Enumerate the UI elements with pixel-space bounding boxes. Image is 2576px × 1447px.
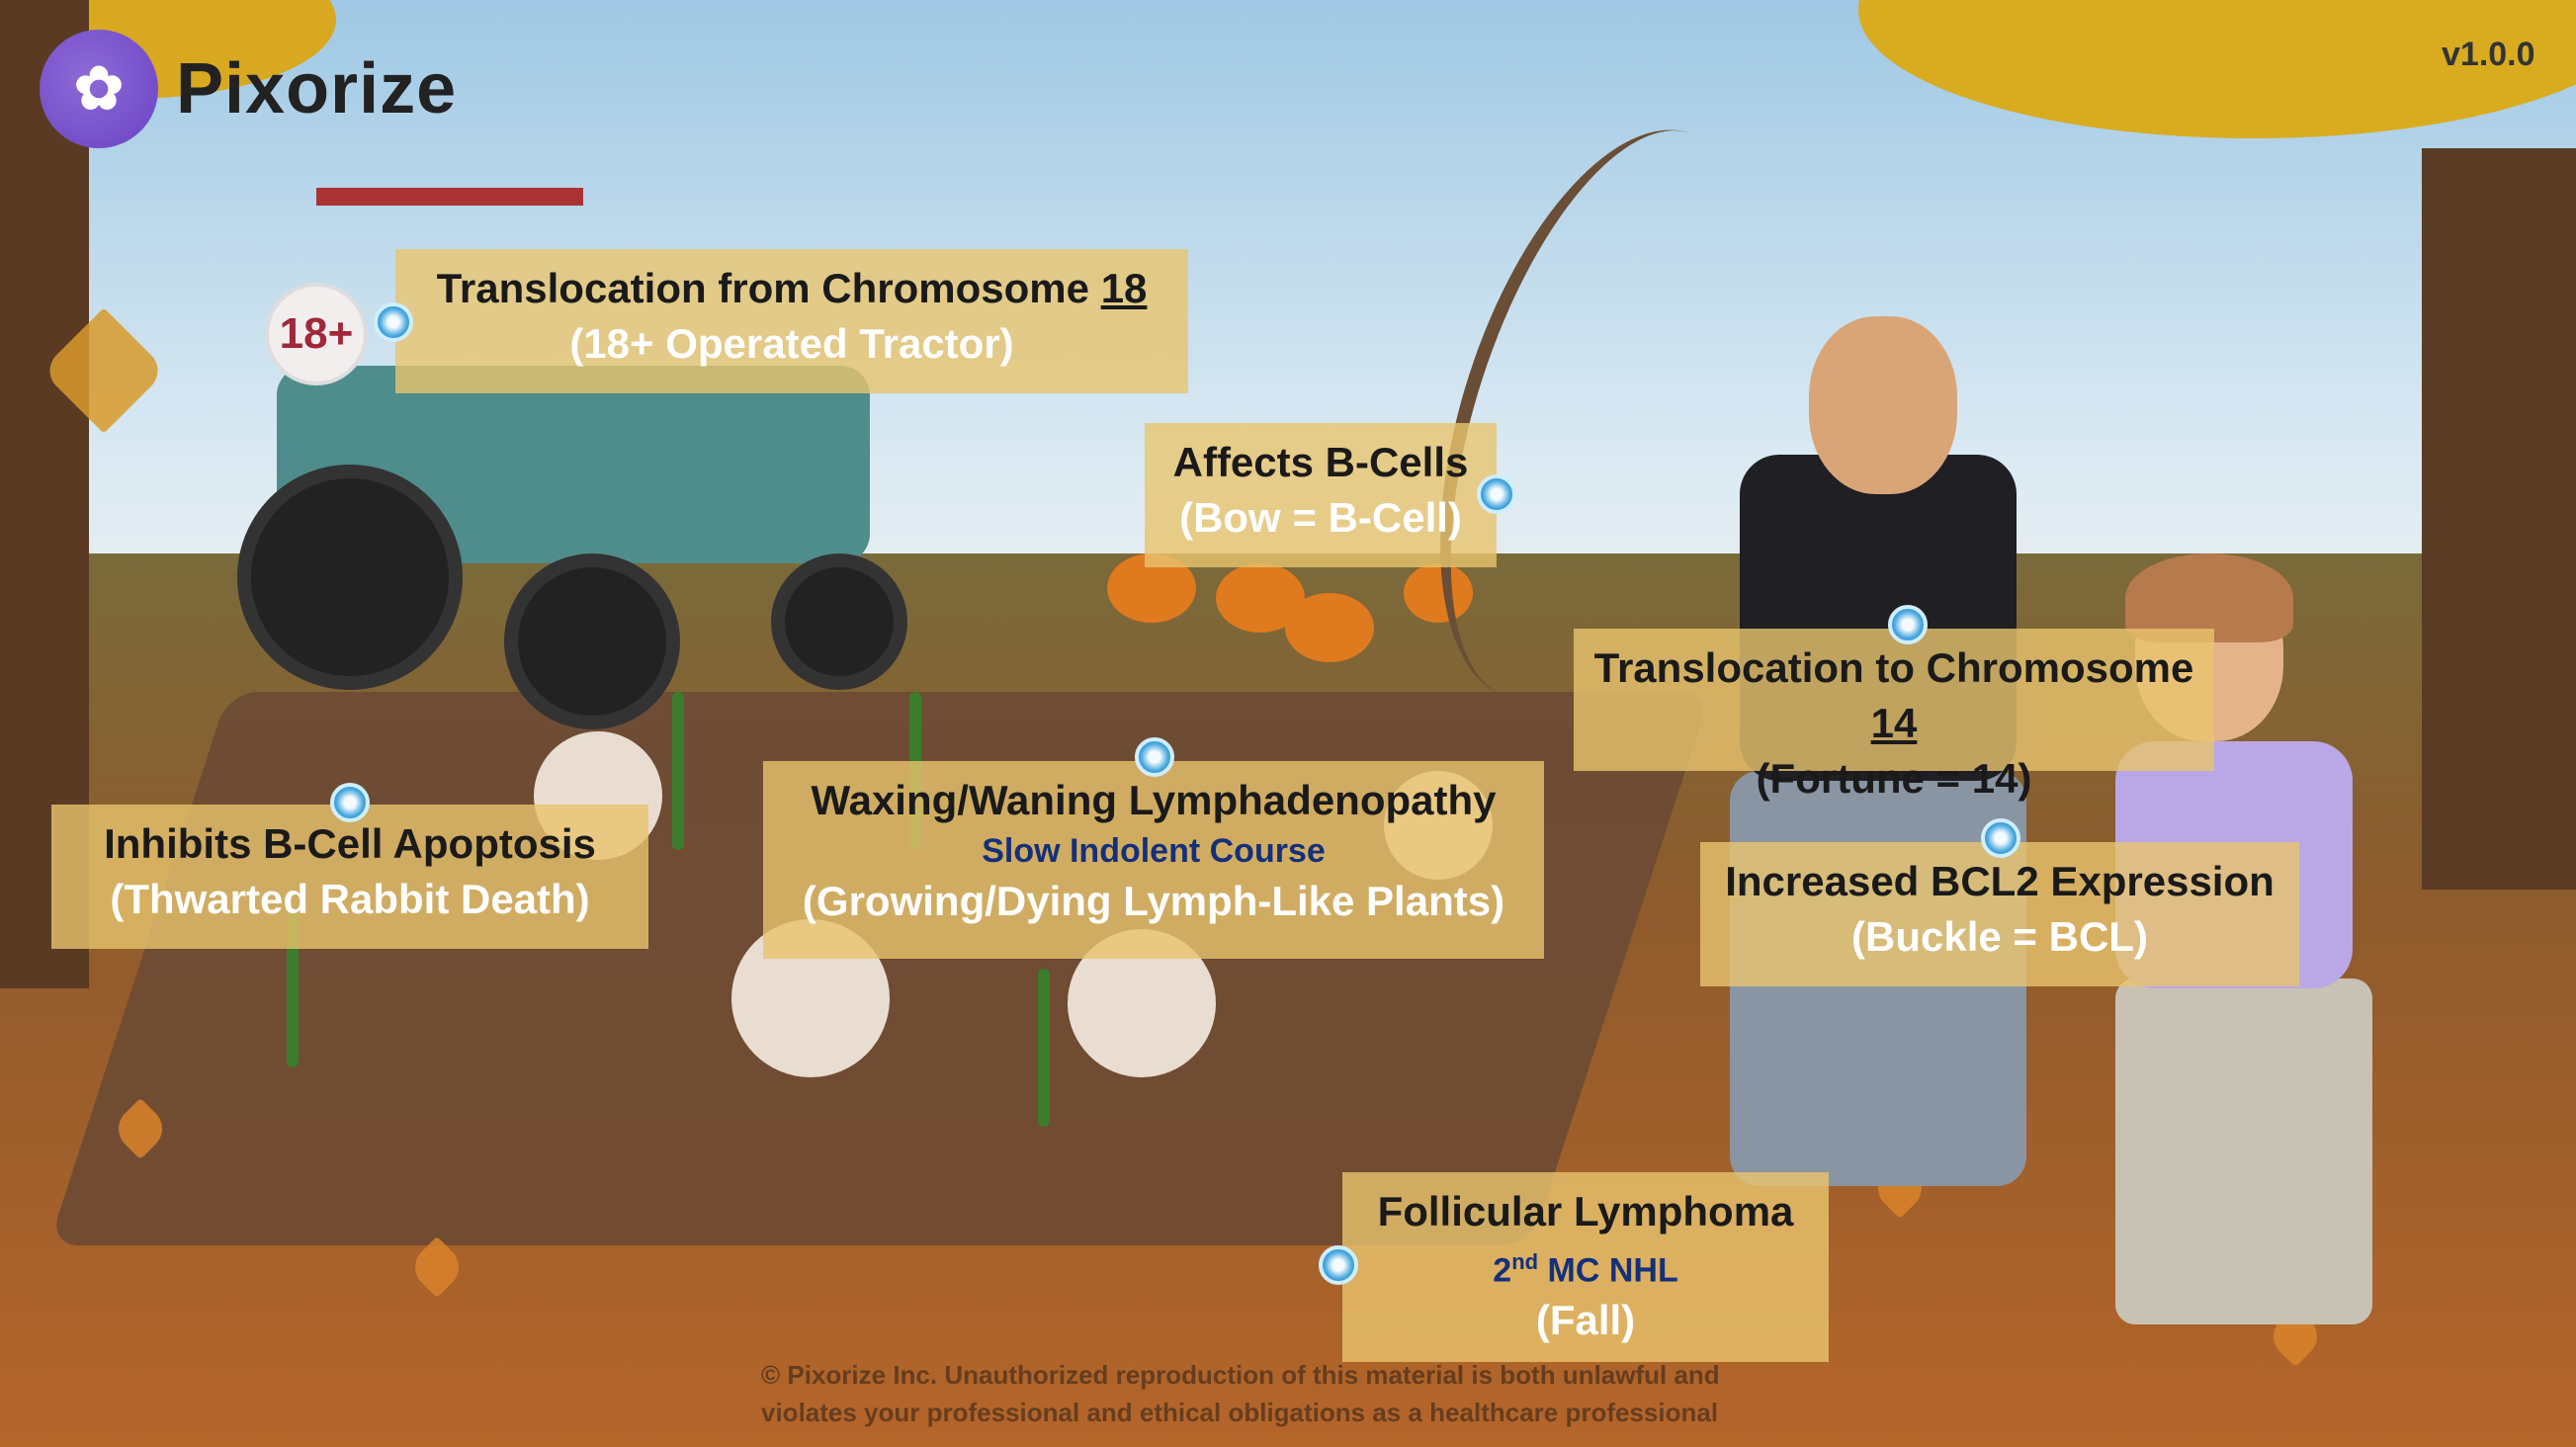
hotspot-bcl2[interactable] [1981, 818, 2020, 858]
hotspot-translocation-14[interactable] [1888, 605, 1928, 644]
hotspot-follicular-lymphoma[interactable] [1319, 1245, 1358, 1285]
boy-hair [2125, 553, 2293, 642]
lymph-plant [287, 909, 299, 1067]
version-label: v1.0.0 [2442, 36, 2535, 73]
label-lymphadenopathy: Waxing/Waning Lymphadenopathy Slow Indol… [763, 761, 1544, 959]
archer-head [1809, 316, 1957, 494]
pumpkin [1285, 593, 1374, 662]
hotspot-affects-b-cells[interactable] [1477, 474, 1516, 514]
label-translocation-18: Translocation from Chromosome 18 (18+ Op… [395, 249, 1188, 393]
logo-text: Pixorize [176, 49, 458, 128]
note-second-most-common: 2nd MC NHL [1493, 1249, 1678, 1290]
tractor-wheel [237, 465, 463, 690]
copyright-notice: © Pixorize Inc. Unauthorized reproductio… [761, 1360, 1720, 1427]
label-follicular-lymphoma: Follicular Lymphoma 2nd MC NHL (Fall) [1342, 1172, 1829, 1362]
boy-pants [2115, 979, 2372, 1324]
lymph-plant [1038, 969, 1050, 1127]
hotspot-translocation-18[interactable] [374, 302, 413, 342]
tractor-wheel [504, 553, 680, 729]
label-affects-b-cells: Affects B-Cells (Bow = B-Cell) [1145, 423, 1497, 567]
tree-trunk-right [2422, 148, 2576, 890]
label-bcl2: Increased BCL2 Expression (Buckle = BCL) [1700, 842, 2299, 986]
label-translocation-14: Translocation to Chromosome 14 (Fortune … [1574, 629, 2214, 802]
hotspot-apoptosis[interactable] [330, 783, 370, 822]
brain-icon: ✿ [40, 30, 158, 148]
pixorize-logo: ✿ Pixorize [40, 30, 457, 148]
label-inhibits-apoptosis: Inhibits B-Cell Apoptosis (Thwarted Rabb… [51, 805, 648, 949]
hotspot-lymphadenopathy[interactable] [1135, 737, 1174, 777]
tractor-sign: 18+ [265, 283, 368, 385]
tractor-wheel [771, 553, 907, 690]
tractor-roof [316, 188, 583, 206]
pumpkin [1404, 563, 1473, 623]
lymph-plant [672, 692, 684, 850]
